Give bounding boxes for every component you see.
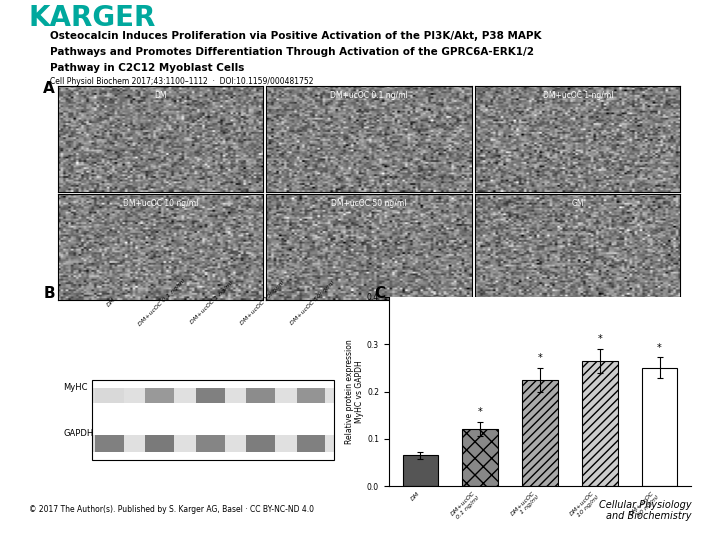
Text: *: * <box>657 343 662 353</box>
Bar <box>522 380 558 486</box>
Bar <box>462 429 498 486</box>
Text: GM: GM <box>572 199 584 207</box>
Bar <box>148 390 171 401</box>
Bar <box>249 437 272 450</box>
Bar <box>297 388 325 403</box>
Text: KARGER: KARGER <box>29 4 156 32</box>
Bar <box>297 435 325 452</box>
Text: Pathways and Promotes Differentiation Through Activation of the GPRC6A-ERK1/2: Pathways and Promotes Differentiation Th… <box>50 47 534 57</box>
Text: Cellular Physiology
and Biochemistry: Cellular Physiology and Biochemistry <box>598 500 691 521</box>
Bar <box>196 388 225 403</box>
Bar <box>92 380 334 460</box>
Bar <box>199 437 222 450</box>
Bar <box>246 388 275 403</box>
Bar <box>582 361 618 486</box>
Bar <box>145 435 174 452</box>
Bar <box>246 435 275 452</box>
Text: DM+ucOC 10ng/ml: DM+ucOC 10ng/ml <box>239 280 285 326</box>
Text: © 2017 The Author(s). Published by S. Karger AG, Basel · CC BY-NC-ND 4.0: © 2017 The Author(s). Published by S. Ka… <box>29 505 314 514</box>
Bar <box>95 388 124 403</box>
Bar <box>300 390 323 401</box>
Text: A: A <box>43 81 55 96</box>
Bar <box>92 388 334 403</box>
Text: *: * <box>478 408 482 417</box>
Bar <box>92 435 334 452</box>
Bar <box>196 435 225 452</box>
Text: Cell Physiol Biochem 2017;43:1100–1112  ·  DOI:10.1159/000481752: Cell Physiol Biochem 2017;43:1100–1112 ·… <box>50 77 314 86</box>
Bar <box>148 437 171 450</box>
Text: DM+ucOC 1 ng/ml: DM+ucOC 1 ng/ml <box>543 91 613 99</box>
Text: DM+ucOC 0.1 ng/ml: DM+ucOC 0.1 ng/ml <box>138 278 186 327</box>
Text: C: C <box>374 286 385 301</box>
Text: DM+ucOC 1 ng/ml: DM+ucOC 1 ng/ml <box>189 280 234 325</box>
Text: *: * <box>598 334 602 345</box>
Text: B: B <box>43 286 55 301</box>
Bar <box>642 368 678 486</box>
Text: DM: DM <box>154 91 166 99</box>
Text: MyHC: MyHC <box>63 383 88 392</box>
Text: DM+ucOC 10 ng/ml: DM+ucOC 10 ng/ml <box>122 199 198 207</box>
Text: DM+ucOC 0.1 ng/ml: DM+ucOC 0.1 ng/ml <box>330 91 408 99</box>
Bar <box>402 455 438 486</box>
Text: DM+ucOC 50 ng/ml: DM+ucOC 50 ng/ml <box>331 199 407 207</box>
Y-axis label: Relative protein expression
MyHC vs GAPDH: Relative protein expression MyHC vs GAPD… <box>345 339 364 444</box>
Text: DM: DM <box>106 297 117 308</box>
Bar <box>145 388 174 403</box>
Text: DM+ucOC 50ng/ml: DM+ucOC 50ng/ml <box>289 280 336 326</box>
Bar <box>249 390 272 401</box>
Bar <box>98 437 121 450</box>
Bar <box>300 437 323 450</box>
Text: Pathway in C2C12 Myoblast Cells: Pathway in C2C12 Myoblast Cells <box>50 63 245 73</box>
Bar <box>98 390 121 401</box>
Text: GAPDH: GAPDH <box>63 429 94 437</box>
Text: Osteocalcin Induces Proliferation via Positive Activation of the PI3K/Akt, P38 M: Osteocalcin Induces Proliferation via Po… <box>50 31 542 41</box>
Bar <box>199 390 222 401</box>
Text: *: * <box>538 353 542 363</box>
Bar <box>95 435 124 452</box>
